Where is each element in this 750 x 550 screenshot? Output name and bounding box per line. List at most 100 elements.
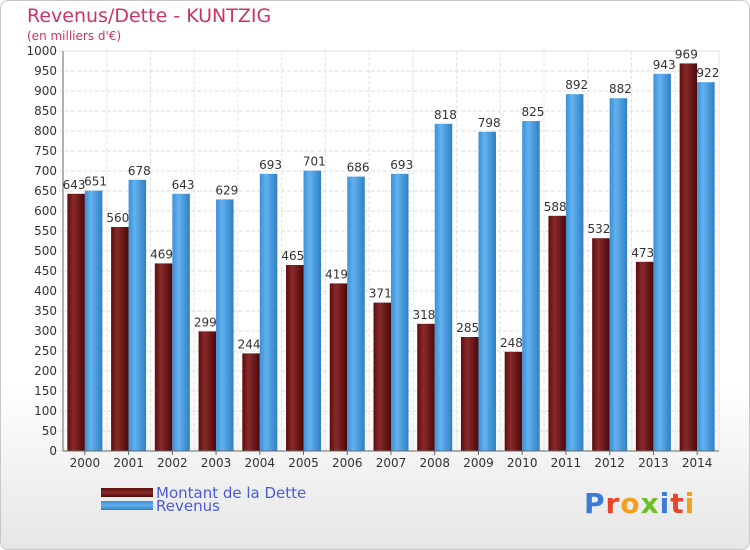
data-label-revenus: 686 xyxy=(347,161,370,175)
y-tick-label: 0 xyxy=(49,444,57,458)
x-tick-label: 2013 xyxy=(638,456,669,470)
bar-dette xyxy=(548,215,566,451)
bar-revenus xyxy=(653,73,671,452)
bar-revenus xyxy=(565,94,584,451)
x-tick-label: 2001 xyxy=(113,456,144,470)
x-tick-label: 2006 xyxy=(332,456,363,470)
x-tick-label: 2000 xyxy=(70,456,101,470)
y-tick-label: 50 xyxy=(42,424,57,438)
y-tick-label: 700 xyxy=(34,164,57,178)
logo-letter: i xyxy=(659,487,671,520)
data-label-revenus: 825 xyxy=(521,105,544,119)
y-tick-label: 650 xyxy=(34,184,57,198)
bar-dette xyxy=(504,351,523,451)
bar-revenus xyxy=(434,123,453,452)
y-tick-label: 350 xyxy=(34,304,57,318)
data-label-dette: 465 xyxy=(281,249,304,263)
y-tick-label: 100 xyxy=(34,404,57,418)
legend-swatch-dette xyxy=(101,488,153,497)
bar-dette xyxy=(592,238,610,451)
bar-revenus xyxy=(172,193,190,452)
data-label-dette: 969 xyxy=(675,47,698,61)
bar-revenus xyxy=(697,82,715,451)
data-label-dette: 299 xyxy=(194,315,217,329)
bar-revenus xyxy=(303,170,322,451)
chart-title: Revenus/Dette - KUNTZIG xyxy=(27,5,272,27)
bar-revenus xyxy=(259,173,278,452)
bar-dette xyxy=(417,323,435,451)
bar-revenus xyxy=(609,98,628,451)
bar-revenus xyxy=(478,131,496,452)
legend-swatch-revenus xyxy=(101,501,153,510)
bar-revenus xyxy=(522,121,540,451)
data-label-dette: 285 xyxy=(456,321,479,335)
y-tick-label: 900 xyxy=(34,84,57,98)
data-label-revenus: 643 xyxy=(172,178,195,192)
data-label-revenus: 882 xyxy=(609,82,632,96)
x-tick-label: 2008 xyxy=(419,456,450,470)
logo-letter: t xyxy=(670,487,685,520)
bar-revenus xyxy=(347,176,365,451)
chart-subtitle: (en milliers d'€) xyxy=(27,29,122,43)
y-tick-label: 400 xyxy=(34,284,57,298)
data-label-revenus: 818 xyxy=(434,108,457,122)
y-tick-label: 950 xyxy=(34,64,57,78)
data-label-dette: 371 xyxy=(369,287,392,301)
bar-dette xyxy=(242,353,260,451)
data-label-revenus: 651 xyxy=(84,175,107,189)
y-tick-label: 600 xyxy=(34,204,57,218)
bar-dette xyxy=(460,337,479,451)
x-tick-label: 2003 xyxy=(201,456,232,470)
data-label-revenus: 701 xyxy=(303,155,326,169)
data-label-dette: 248 xyxy=(500,336,523,350)
logo-letter: r xyxy=(605,487,621,520)
logo-letter: x xyxy=(640,487,660,520)
bar-dette xyxy=(67,193,85,452)
x-tick-label: 2010 xyxy=(507,456,538,470)
x-tick-label: 2012 xyxy=(594,456,625,470)
bar-dette xyxy=(329,283,348,451)
bar-revenus xyxy=(84,190,103,451)
data-label-revenus: 629 xyxy=(215,183,238,197)
data-label-dette: 244 xyxy=(238,337,261,351)
legend-item-dette: Montant de la Dette xyxy=(101,484,421,502)
y-tick-label: 250 xyxy=(34,344,57,358)
bar-dette xyxy=(198,331,217,451)
bar-dette xyxy=(154,263,173,451)
data-label-dette: 643 xyxy=(63,178,86,192)
x-tick-label: 2009 xyxy=(463,456,494,470)
data-label-dette: 588 xyxy=(544,200,567,214)
bar-dette xyxy=(111,227,129,451)
legend-label-dette: Montant de la Dette xyxy=(156,484,307,502)
bar-dette xyxy=(635,261,654,451)
data-label-dette: 473 xyxy=(631,246,654,260)
logo-letter: P xyxy=(584,487,606,520)
bar-dette xyxy=(679,63,698,452)
data-label-dette: 560 xyxy=(106,211,129,225)
data-label-dette: 318 xyxy=(413,308,436,322)
x-tick-label: 2014 xyxy=(682,456,713,470)
y-tick-label: 550 xyxy=(34,224,57,238)
bar-revenus xyxy=(216,199,234,451)
data-label-revenus: 798 xyxy=(478,116,501,130)
data-label-dette: 419 xyxy=(325,267,348,281)
data-label-dette: 532 xyxy=(587,222,610,236)
y-tick-label: 1000 xyxy=(26,44,57,58)
bar-dette xyxy=(373,302,391,451)
data-label-revenus: 892 xyxy=(565,78,588,92)
y-tick-label: 500 xyxy=(34,244,57,258)
x-tick-label: 2011 xyxy=(551,456,582,470)
y-tick-label: 750 xyxy=(34,144,57,158)
data-label-dette: 469 xyxy=(150,247,173,261)
proxiti-logo: Proxiti xyxy=(584,487,695,520)
x-tick-label: 2007 xyxy=(376,456,407,470)
data-label-revenus: 943 xyxy=(653,58,676,72)
y-tick-label: 300 xyxy=(34,324,57,338)
y-tick-label: 150 xyxy=(34,384,57,398)
y-tick-label: 200 xyxy=(34,364,57,378)
x-tick-label: 2004 xyxy=(245,456,276,470)
legend-item-revenus: Revenus xyxy=(101,497,421,515)
data-label-revenus: 922 xyxy=(696,66,719,80)
